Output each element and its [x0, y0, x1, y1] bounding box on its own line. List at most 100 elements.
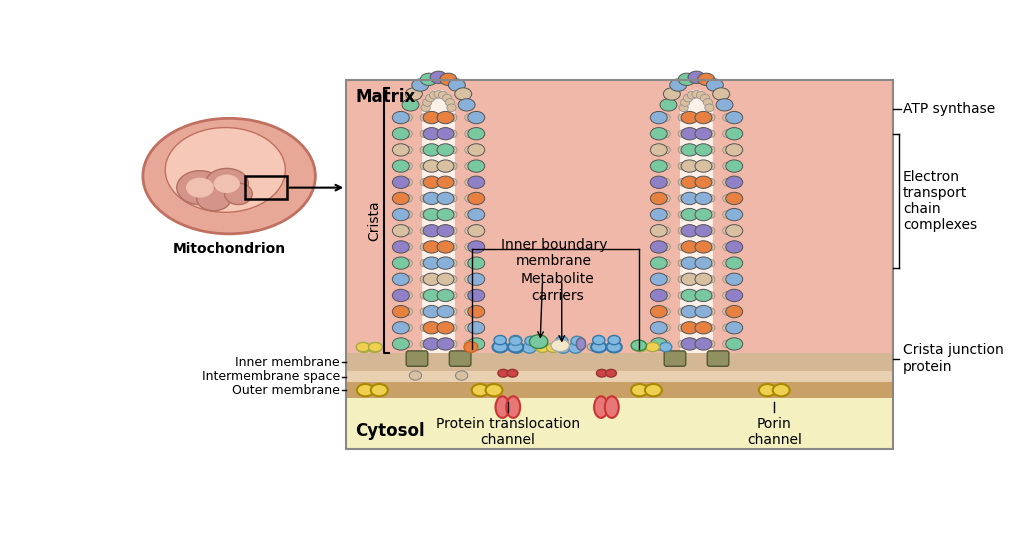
Ellipse shape	[695, 322, 712, 334]
Ellipse shape	[447, 162, 457, 170]
Ellipse shape	[650, 144, 668, 156]
Ellipse shape	[726, 144, 742, 156]
Ellipse shape	[403, 340, 413, 348]
Ellipse shape	[437, 322, 454, 334]
Ellipse shape	[695, 144, 712, 156]
Ellipse shape	[695, 306, 712, 318]
Ellipse shape	[458, 99, 475, 111]
Ellipse shape	[556, 343, 570, 353]
Ellipse shape	[678, 292, 687, 299]
Ellipse shape	[692, 90, 701, 98]
Ellipse shape	[420, 340, 429, 348]
Ellipse shape	[447, 275, 457, 283]
Ellipse shape	[678, 340, 687, 348]
Ellipse shape	[423, 306, 440, 318]
Ellipse shape	[403, 324, 413, 332]
Ellipse shape	[465, 178, 474, 186]
Ellipse shape	[705, 104, 714, 112]
Ellipse shape	[695, 224, 712, 237]
Ellipse shape	[357, 384, 374, 396]
Ellipse shape	[510, 343, 524, 353]
Ellipse shape	[403, 178, 413, 186]
Ellipse shape	[465, 275, 474, 283]
Ellipse shape	[392, 322, 410, 334]
Ellipse shape	[678, 114, 687, 121]
Ellipse shape	[403, 243, 413, 251]
Text: Porin
channel: Porin channel	[746, 417, 802, 447]
Ellipse shape	[662, 130, 671, 137]
Ellipse shape	[687, 91, 696, 99]
Ellipse shape	[695, 257, 712, 269]
Ellipse shape	[447, 259, 457, 267]
Ellipse shape	[695, 128, 712, 140]
Ellipse shape	[706, 340, 715, 348]
Ellipse shape	[726, 128, 742, 140]
Ellipse shape	[608, 336, 621, 345]
Ellipse shape	[683, 94, 692, 102]
Ellipse shape	[392, 128, 410, 140]
Ellipse shape	[678, 275, 687, 283]
Ellipse shape	[678, 146, 687, 154]
Ellipse shape	[706, 324, 715, 332]
Ellipse shape	[723, 340, 732, 348]
Bar	[346, 353, 893, 371]
Ellipse shape	[420, 146, 429, 154]
Bar	[346, 382, 893, 398]
Ellipse shape	[646, 343, 659, 352]
Ellipse shape	[437, 241, 454, 253]
Ellipse shape	[423, 192, 440, 205]
Bar	[245, 176, 287, 199]
Ellipse shape	[650, 224, 668, 237]
Ellipse shape	[437, 289, 454, 302]
Ellipse shape	[468, 241, 484, 253]
Ellipse shape	[606, 342, 622, 352]
Ellipse shape	[695, 111, 712, 124]
Ellipse shape	[412, 79, 429, 91]
Ellipse shape	[485, 384, 503, 396]
Bar	[346, 80, 893, 449]
Ellipse shape	[442, 94, 452, 102]
Text: Cytosol: Cytosol	[355, 422, 425, 440]
Ellipse shape	[723, 275, 732, 283]
Ellipse shape	[403, 211, 413, 219]
Text: ATP synthase: ATP synthase	[903, 102, 995, 116]
Ellipse shape	[468, 111, 484, 124]
Ellipse shape	[403, 162, 413, 170]
Ellipse shape	[447, 340, 457, 348]
Ellipse shape	[437, 306, 454, 318]
Ellipse shape	[509, 336, 521, 345]
Ellipse shape	[706, 211, 715, 219]
Ellipse shape	[695, 241, 712, 253]
Ellipse shape	[726, 111, 742, 124]
Ellipse shape	[723, 243, 732, 251]
Ellipse shape	[681, 257, 698, 269]
Ellipse shape	[449, 79, 465, 91]
Bar	[680, 111, 713, 353]
Ellipse shape	[678, 259, 687, 267]
FancyBboxPatch shape	[708, 351, 729, 366]
FancyBboxPatch shape	[407, 351, 428, 366]
Ellipse shape	[403, 194, 413, 202]
Ellipse shape	[706, 130, 715, 137]
Ellipse shape	[662, 324, 671, 332]
Ellipse shape	[706, 243, 715, 251]
Text: Intermembrane space: Intermembrane space	[202, 370, 340, 383]
Ellipse shape	[681, 241, 698, 253]
Ellipse shape	[681, 306, 698, 318]
Ellipse shape	[650, 192, 668, 205]
Ellipse shape	[494, 336, 506, 345]
Ellipse shape	[723, 146, 732, 154]
Ellipse shape	[423, 338, 440, 350]
Ellipse shape	[726, 289, 742, 302]
Ellipse shape	[506, 396, 520, 418]
Ellipse shape	[420, 275, 429, 283]
Ellipse shape	[392, 144, 410, 156]
Text: Outer membrane: Outer membrane	[232, 383, 340, 397]
Ellipse shape	[662, 243, 671, 251]
Ellipse shape	[571, 336, 584, 345]
Ellipse shape	[392, 289, 410, 302]
Ellipse shape	[465, 130, 474, 137]
Ellipse shape	[368, 343, 382, 352]
Ellipse shape	[205, 169, 249, 199]
Ellipse shape	[678, 194, 687, 202]
